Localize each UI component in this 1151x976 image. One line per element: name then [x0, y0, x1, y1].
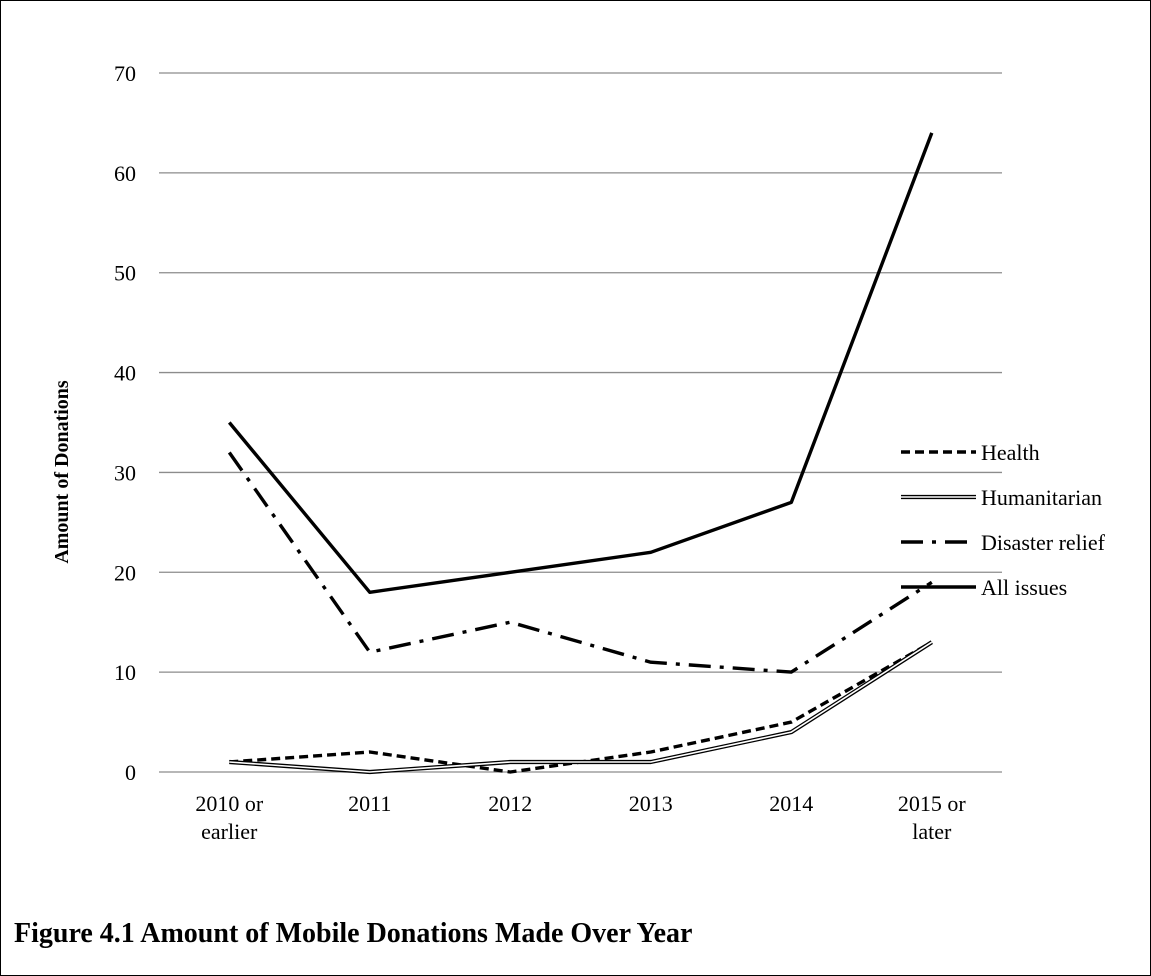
x-tick-labels: 2010 or earlier 2011 2012 2013 2014 2015 or lat…: [195, 791, 966, 844]
x-tick-label: 2012: [488, 791, 532, 816]
x-tick-label: 2013: [629, 791, 673, 816]
y-tick-label: 70: [114, 61, 136, 86]
legend-item-disaster-relief: Disaster relief: [901, 530, 1106, 555]
series-line-all-issues: [227, 132, 934, 594]
y-tick-label: 20: [114, 560, 136, 585]
x-tick-label: 2011: [348, 791, 391, 816]
series-humanitarian: [229, 640, 933, 775]
series-all-issues: [227, 132, 934, 594]
series-health: [229, 640, 933, 774]
series-line-humanitarian-outer: [229, 640, 933, 775]
x-tick-label: 2010 or earlier: [195, 791, 264, 844]
y-tick-label: 0: [125, 760, 136, 785]
y-tick-label: 10: [114, 660, 136, 685]
series-lines: [227, 132, 934, 775]
legend: Health Humanitarian Disaster relief All iss…: [901, 440, 1106, 600]
legend-item-humanitarian: Humanitarian: [901, 485, 1102, 510]
legend-label: Disaster relief: [981, 530, 1106, 555]
legend-label: Humanitarian: [981, 485, 1102, 510]
series-line-disaster-relief: [227, 451, 933, 674]
legend-item-health: Health: [901, 440, 1040, 465]
y-tick-labels: 0 10 20 30 40 50 60 70: [114, 61, 136, 785]
y-axis-label: Amount of Donations: [51, 380, 73, 564]
y-tick-label: 60: [114, 161, 136, 186]
gridlines: [159, 72, 1002, 773]
y-tick-label: 30: [114, 460, 136, 485]
y-tick-label: 50: [114, 261, 136, 286]
x-tick-label: 2014: [769, 791, 813, 816]
series-disaster-relief: [227, 451, 933, 674]
figure-caption: Figure 4.1 Amount of Mobile Donations Ma…: [14, 918, 693, 949]
x-tick-label: 2015 or later: [898, 791, 967, 844]
y-tick-label: 40: [114, 361, 136, 386]
series-line-humanitarian-inner: [229, 641, 933, 773]
legend-label: Health: [981, 440, 1040, 465]
legend-label: All issues: [981, 575, 1067, 600]
legend-item-all-issues: All issues: [901, 575, 1067, 600]
series-line-health: [229, 640, 933, 774]
